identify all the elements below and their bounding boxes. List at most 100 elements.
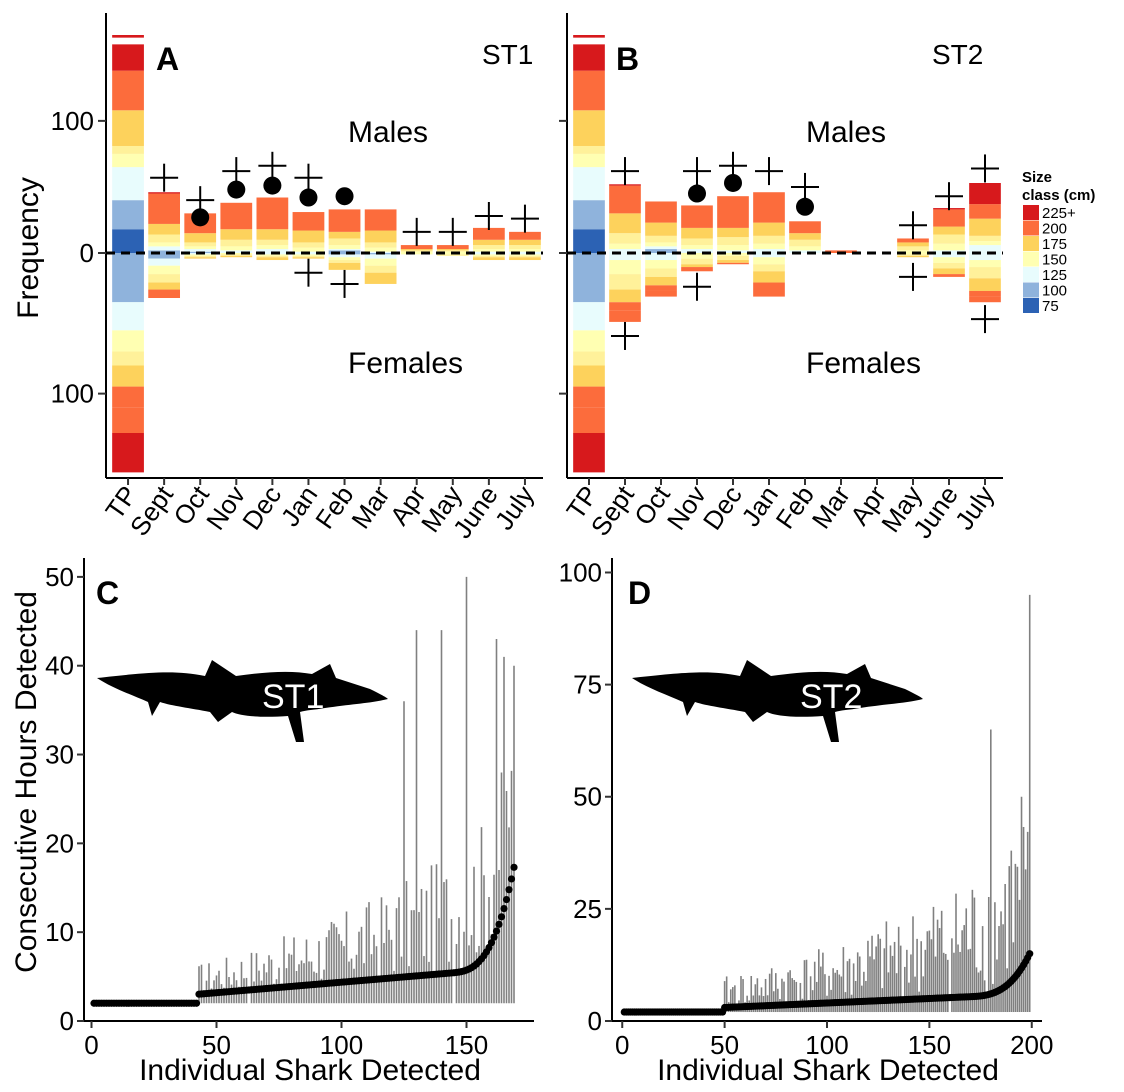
- male-bar-segment-dec: [256, 249, 289, 253]
- panel-c-x-axis-title: Individual Shark Detected: [139, 1054, 481, 1087]
- female-bar-segment-july: [969, 260, 1001, 268]
- male-bar-segment-jan: [292, 212, 325, 231]
- male-bar-segment-oct: [184, 242, 217, 247]
- male-bar-segment-jan: [753, 243, 785, 250]
- male-bar-segment-jan: [292, 247, 325, 252]
- y-tick-label: 25: [573, 894, 602, 924]
- panel-c: 0 10 20 30 40 50 0 50 100 150: [45, 558, 534, 1060]
- female-bar-segment-tp: [112, 365, 144, 387]
- x-tick-label-july: July: [489, 480, 540, 535]
- male-bar-segment-sept: [148, 193, 181, 224]
- male-bar-segment-feb: [328, 249, 361, 251]
- female-bar-segment-sept: [148, 265, 181, 275]
- male-bar-segment-oct: [645, 242, 677, 247]
- male-bar-segment-sept: [148, 246, 181, 251]
- male-bar-segment-tp: [573, 153, 605, 168]
- panel-a-site-label: ST1: [482, 39, 533, 70]
- male-bar-segment-july: [509, 245, 541, 250]
- male-bar-segment-june: [472, 245, 505, 250]
- male-bar-segment-may: [897, 246, 929, 251]
- x-tick-label: 50: [710, 1030, 739, 1060]
- median-hours-point: [492, 927, 501, 935]
- female-bar-segment-june: [472, 257, 505, 261]
- median-hours-point: [507, 875, 516, 883]
- y-tick-label: 75: [573, 670, 602, 700]
- panel-a: 1000100TPSeptOctNovDecJanFebMarAprMayJun…: [51, 13, 543, 544]
- y-tick-label: 50: [45, 562, 74, 592]
- male-bar-segment-june: [472, 227, 505, 240]
- male-bar-segment-may: [436, 245, 469, 250]
- female-bar-segment-nov: [681, 264, 713, 268]
- male-bar-segment-tp: [112, 167, 144, 201]
- female-bar-segment-july: [969, 290, 1001, 297]
- legend-swatch-150: [1023, 251, 1039, 267]
- median-hours-point: [497, 913, 506, 921]
- legend-label-225plus: 225+: [1042, 205, 1076, 222]
- female-bar-segment-feb: [328, 254, 361, 258]
- male-bar-segment-oct: [645, 235, 677, 243]
- female-bar-segment-tp: [573, 253, 605, 303]
- male-bar-segment-dec: [256, 197, 289, 230]
- x-tick-label: 200: [1010, 1030, 1053, 1060]
- shark-c-site-label: ST1: [262, 678, 324, 716]
- male-bar-segment-apr: [400, 245, 433, 250]
- male-dot-marker-feb: [335, 187, 354, 206]
- median-hours-point: [500, 904, 508, 913]
- female-bar-segment-feb: [328, 262, 361, 270]
- female-bar-segment-oct: [645, 268, 677, 277]
- female-bar-segment-tp: [573, 330, 605, 352]
- male-bar-segment-may: [436, 250, 469, 252]
- male-bar-segment-mar: [364, 247, 397, 252]
- female-bar-segment-sept: [148, 274, 181, 283]
- male-bar-segment-july: [509, 231, 541, 240]
- male-bar-segment-oct: [645, 222, 677, 236]
- male-bar-segment-nov: [681, 245, 713, 250]
- female-bar-segment-oct: [184, 257, 217, 259]
- female-bar-segment-nov: [681, 267, 713, 272]
- female-bar-segment-may: [897, 254, 929, 256]
- male-bar-segment-tp: [573, 70, 605, 111]
- panel-c-y-axis-title: Consecutive Hours Detected: [10, 591, 43, 973]
- female-bar-segment-jan: [753, 264, 785, 272]
- male-bar-segment-nov: [220, 229, 253, 240]
- female-bar-segment-jan: [753, 282, 785, 297]
- male-dot-marker-nov: [688, 184, 706, 203]
- female-bar-segment-tp: [112, 302, 144, 331]
- female-bar-segment-dec: [256, 257, 289, 261]
- x-tick-label-july: July: [949, 480, 1000, 535]
- female-bar-segment-apr: [400, 253, 433, 255]
- female-bar-segment-tp: [112, 330, 144, 352]
- median-hours-point: [505, 886, 513, 894]
- panel-b-females-label: Females: [806, 347, 921, 380]
- median-hours-point: [490, 933, 498, 941]
- female-bar-segment-july: [969, 267, 1001, 279]
- male-bar-segment-sept: [148, 250, 181, 253]
- male-bar-segment-tp: [573, 145, 605, 154]
- male-bar-segment-tp: [573, 37, 605, 45]
- male-bar-segment-feb: [328, 238, 361, 246]
- panel-d-label: D: [628, 575, 651, 611]
- legend-swatch-75: [1023, 298, 1039, 313]
- female-bar-segment-june: [933, 257, 965, 263]
- panel-a-y-tick-label: 100: [51, 379, 94, 409]
- male-bar-segment-nov: [220, 202, 253, 230]
- male-bar-segment-dec: [717, 245, 749, 251]
- legend-title-line2: class (cm): [1022, 187, 1095, 204]
- y-tick-label: 50: [573, 782, 602, 812]
- female-bar-segment-jan: [753, 271, 785, 283]
- legend-swatch-175: [1023, 236, 1039, 251]
- female-bar-segment-nov: [220, 255, 253, 258]
- male-bar-segment-feb: [328, 209, 361, 232]
- male-bar-segment-tp: [573, 110, 605, 146]
- male-bar-segment-sept: [609, 233, 641, 244]
- male-bar-segment-nov: [681, 238, 713, 246]
- male-bar-segment-tp: [112, 200, 144, 230]
- female-bar-segment-tp: [573, 365, 605, 387]
- male-bar-segment-feb: [328, 245, 361, 250]
- male-bar-segment-tp: [573, 200, 605, 230]
- y-tick-label: 0: [60, 1006, 74, 1036]
- female-bar-segment-sept: [609, 260, 641, 275]
- female-bar-segment-july: [509, 255, 541, 258]
- y-tick-label: 10: [45, 917, 74, 947]
